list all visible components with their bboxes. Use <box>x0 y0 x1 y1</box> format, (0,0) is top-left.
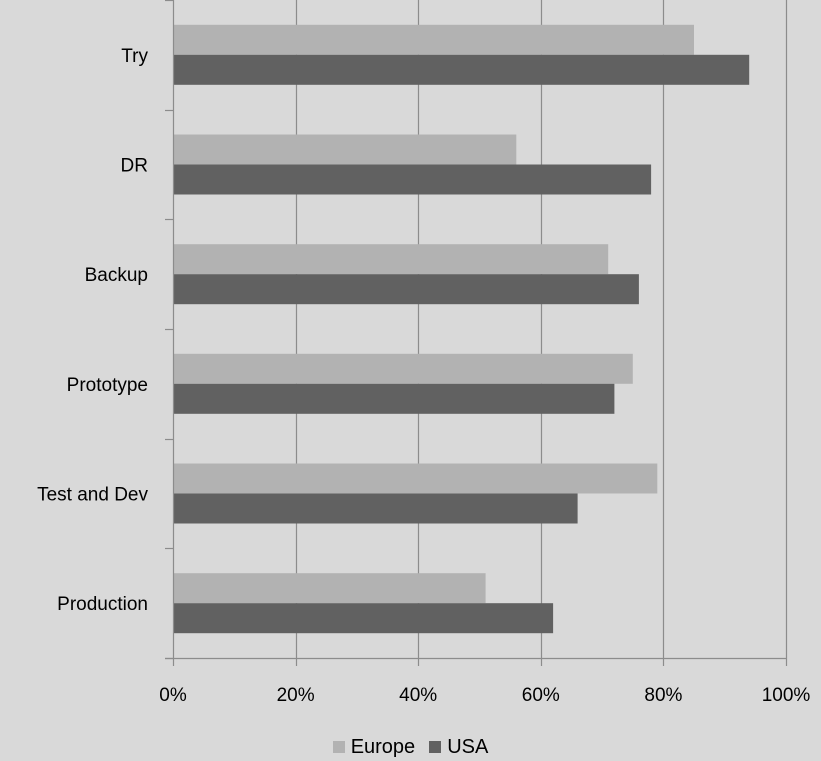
category-label: Production <box>57 594 148 615</box>
x-tick-label: 80% <box>644 685 682 706</box>
x-tick-label: 40% <box>399 685 437 706</box>
gridlines <box>295 0 788 658</box>
bar-europe-prototype <box>173 353 633 384</box>
bar-europe-production <box>173 573 486 604</box>
legend-swatch-usa <box>429 741 442 753</box>
category-label: Try <box>121 46 148 67</box>
x-tick-label: 20% <box>277 685 315 706</box>
category-label: DR <box>121 156 148 177</box>
labels: Try DR Backup Prototype Test and Dev Producti… <box>37 46 810 706</box>
bar-europe-try <box>173 24 694 55</box>
bar-usa-backup <box>173 274 639 305</box>
x-tick-label: 60% <box>522 685 560 706</box>
legend-label-usa: USA <box>447 735 489 758</box>
category-label: Prototype <box>67 375 148 396</box>
bar-usa-dr <box>173 164 652 195</box>
bar-usa-test-and-dev <box>173 493 578 524</box>
bars <box>173 24 750 634</box>
bar-europe-backup <box>173 244 609 275</box>
bar-usa-production <box>173 603 554 634</box>
x-tick-label: 100% <box>762 685 811 706</box>
bar-usa-prototype <box>173 383 615 414</box>
legend: Europe USA <box>0 734 821 760</box>
legend-label-europe: Europe <box>350 735 416 758</box>
axes <box>165 0 788 666</box>
bar-usa-try <box>173 54 750 85</box>
bar-europe-test-and-dev <box>173 463 658 494</box>
bar-europe-dr <box>173 134 517 165</box>
legend-item-usa: USA <box>429 736 488 759</box>
x-tick-label: 0% <box>159 685 187 706</box>
category-label: Backup <box>85 265 148 286</box>
category-label: Test and Dev <box>37 485 148 506</box>
legend-item-europe: Europe <box>332 735 416 759</box>
legend-swatch-europe <box>332 741 345 753</box>
